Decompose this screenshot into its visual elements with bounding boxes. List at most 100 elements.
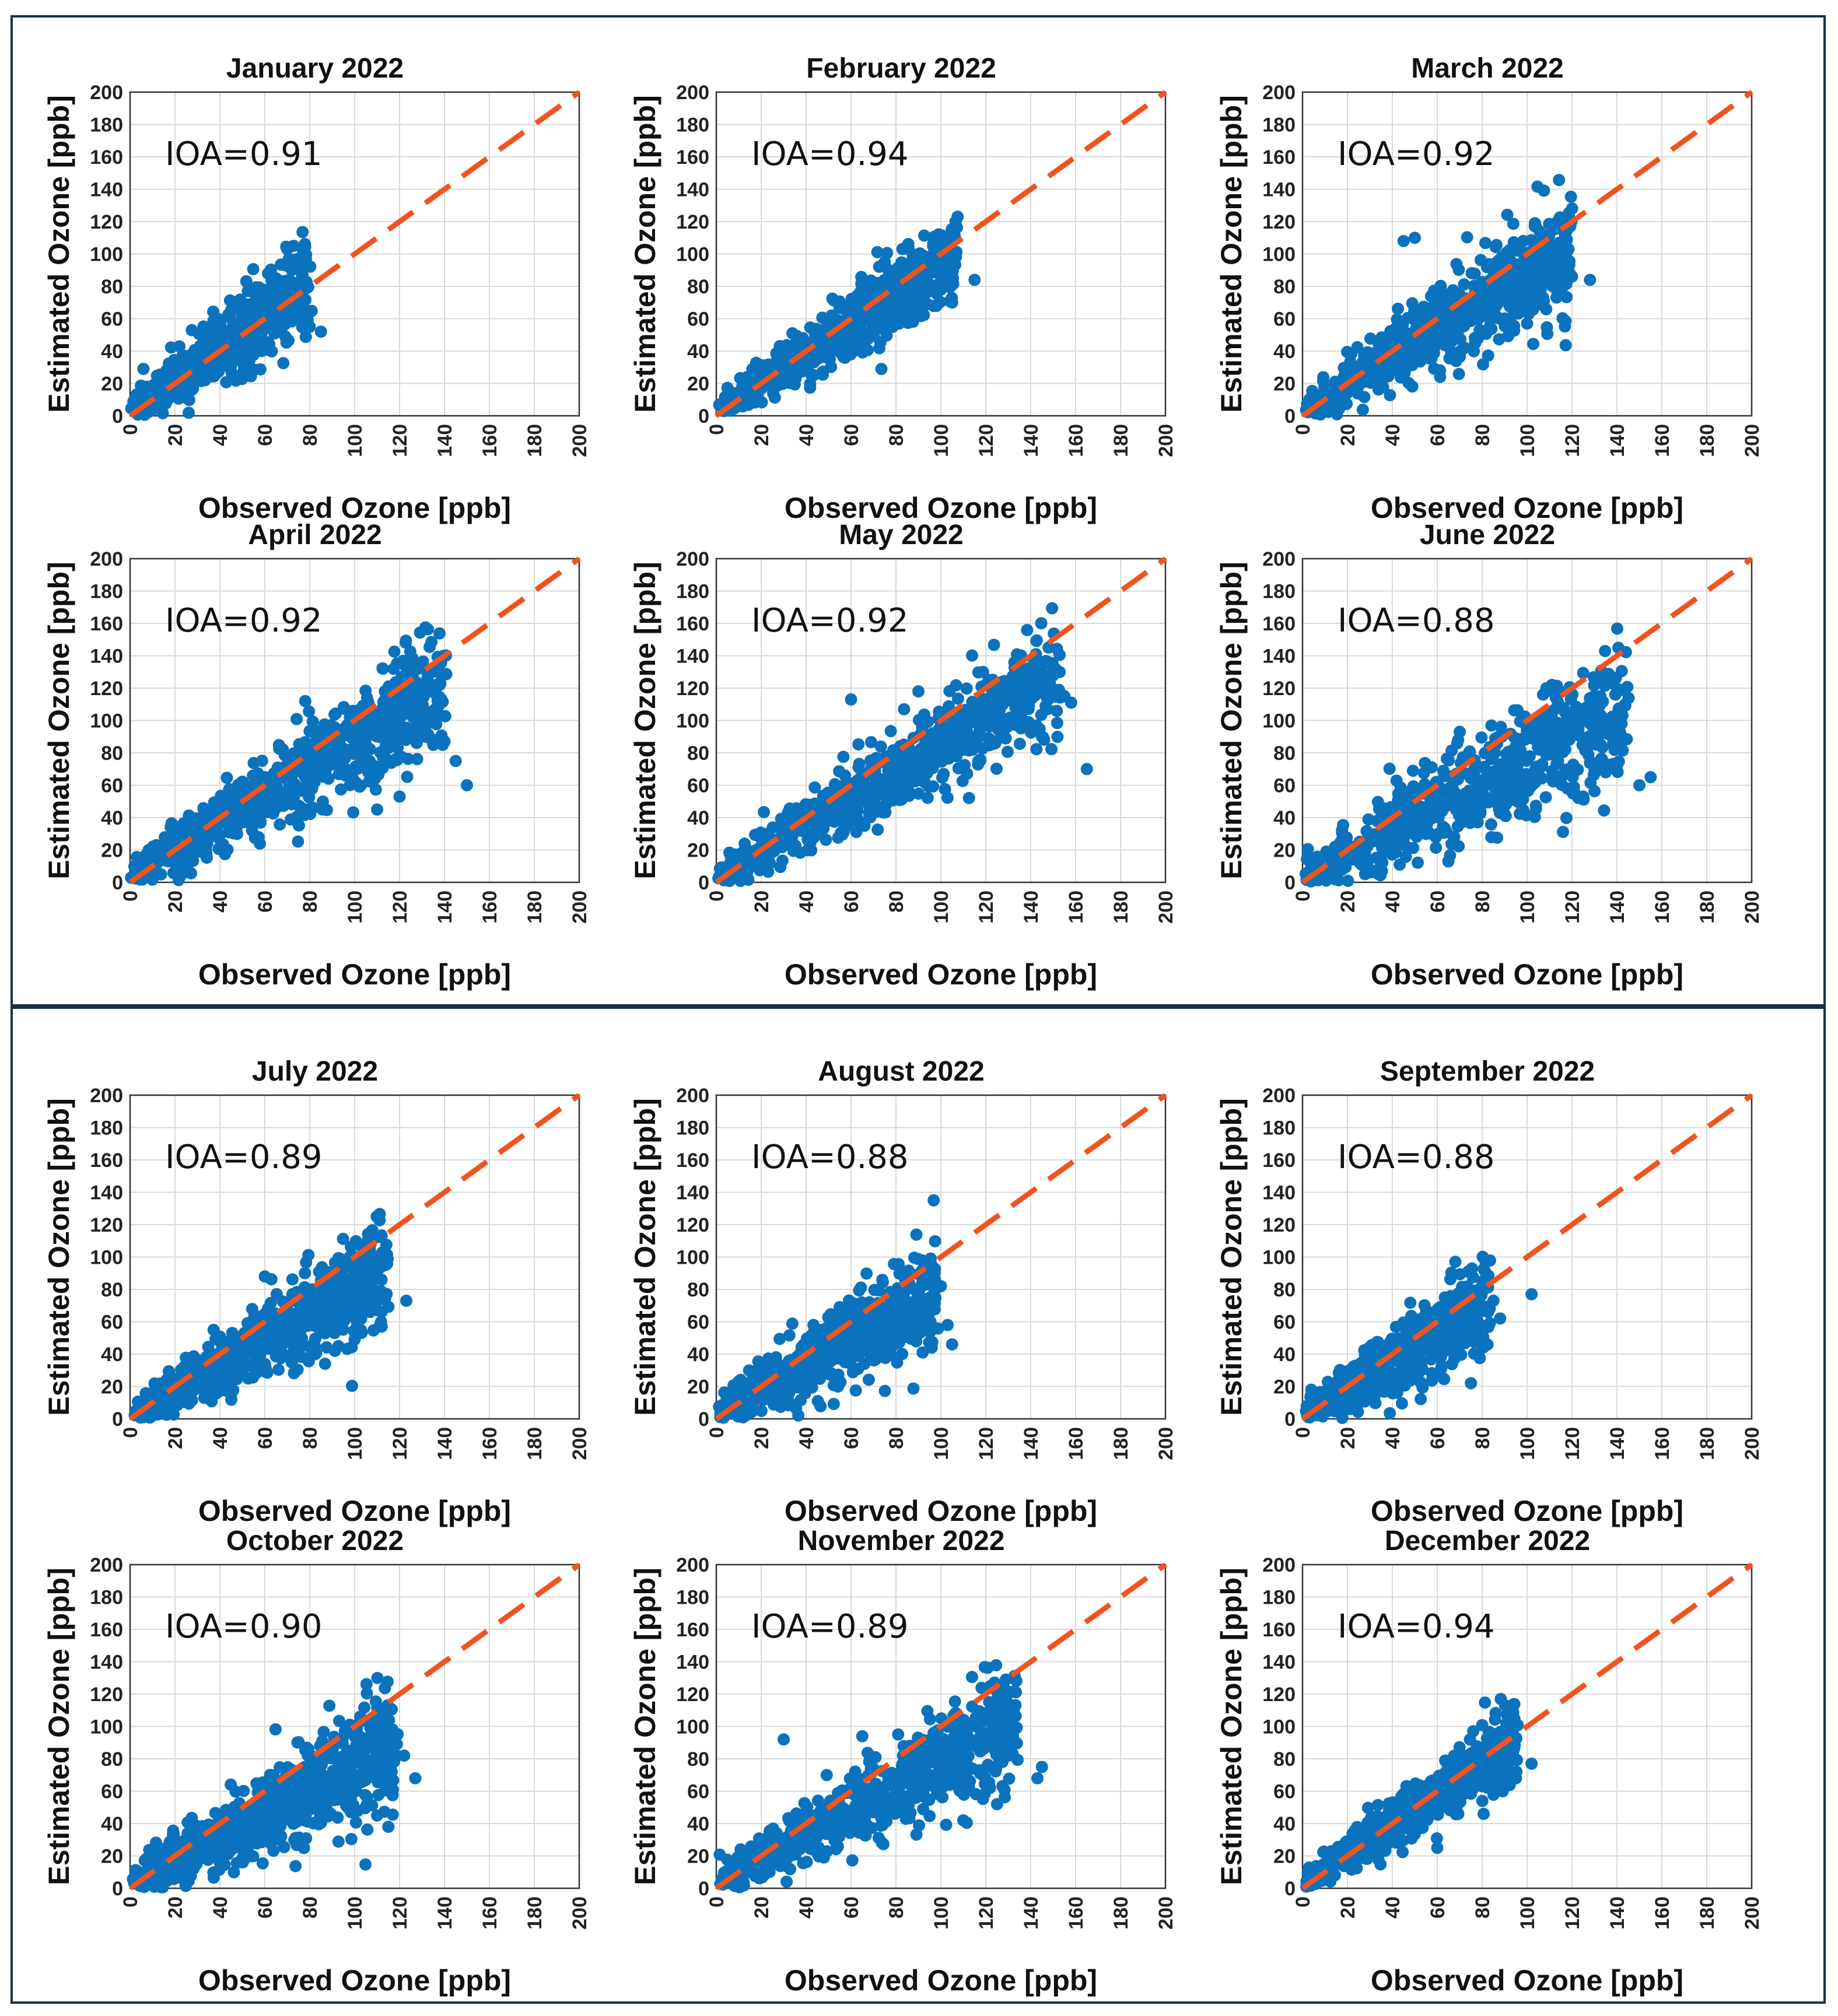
data-point <box>1489 240 1502 253</box>
data-point <box>918 229 930 242</box>
data-point <box>281 243 293 255</box>
x-tick-label: 60 <box>1427 890 1449 913</box>
data-point <box>1535 298 1548 311</box>
plot-area-border <box>1301 91 1753 417</box>
data-point <box>226 1335 239 1348</box>
y-tick-label: 120 <box>676 678 709 700</box>
y-tick-label: 100 <box>1262 244 1296 266</box>
data-point <box>137 363 150 376</box>
x-tick-label: 180 <box>524 424 546 457</box>
x-tick-label: 0 <box>1292 424 1314 435</box>
x-tick-label: 80 <box>299 424 321 446</box>
one-to-one-reference-line <box>128 90 581 418</box>
data-point <box>1529 220 1542 233</box>
data-point <box>1488 765 1501 777</box>
data-point <box>307 1337 320 1350</box>
data-point <box>1417 767 1430 780</box>
data-point <box>167 1408 180 1421</box>
data-point <box>1508 760 1521 773</box>
y-tick-label: 120 <box>1262 211 1296 233</box>
data-point <box>1485 818 1497 831</box>
data-point <box>1384 325 1397 338</box>
y-tick-label: 0 <box>112 405 123 427</box>
data-point <box>1457 751 1469 764</box>
data-point <box>1531 180 1544 193</box>
data-point <box>1527 338 1540 350</box>
data-point <box>241 1360 254 1373</box>
data-point <box>1438 800 1451 813</box>
data-point <box>1562 243 1575 255</box>
data-point <box>411 753 423 766</box>
data-point <box>293 800 306 813</box>
data-point <box>1416 335 1429 348</box>
plot-area-border <box>715 558 1167 883</box>
data-point <box>299 240 311 253</box>
x-axis-label: Observed Ozone [ppb] <box>198 1495 511 1527</box>
data-point <box>1401 826 1413 839</box>
data-point <box>1051 731 1064 744</box>
data-point <box>201 341 214 354</box>
data-point <box>254 363 267 376</box>
data-point <box>1391 313 1403 326</box>
data-point <box>230 822 243 835</box>
x-tick-label: 60 <box>841 424 863 446</box>
data-point <box>1041 691 1053 704</box>
data-point <box>804 368 817 381</box>
data-point <box>276 1338 289 1351</box>
y-axis-label: Estimated Ozone [ppb] <box>629 95 661 412</box>
y-tick-label: 100 <box>676 710 709 732</box>
data-point <box>1341 346 1354 359</box>
x-tick-label: 160 <box>1065 890 1087 924</box>
data-point <box>941 791 954 804</box>
data-point <box>1543 261 1556 274</box>
data-point <box>1336 826 1349 839</box>
data-point <box>901 316 914 329</box>
data-point <box>1577 790 1590 803</box>
data-point <box>197 320 210 333</box>
data-point <box>852 817 865 830</box>
data-point <box>264 282 276 295</box>
data-point <box>926 762 939 774</box>
data-point <box>241 285 254 297</box>
data-point <box>1342 874 1354 887</box>
data-point <box>1038 658 1051 671</box>
data-point <box>1611 622 1624 635</box>
data-point <box>895 298 908 311</box>
data-point <box>431 690 444 703</box>
data-point <box>270 1288 283 1300</box>
data-point <box>304 808 317 821</box>
ioa-annotation: IOA=0.88 <box>1338 602 1495 640</box>
data-point <box>1394 781 1407 794</box>
x-tick-label: 20 <box>164 890 187 913</box>
x-tick-label: 20 <box>164 1427 187 1449</box>
data-point <box>401 752 414 765</box>
data-point <box>1443 754 1455 767</box>
scatter-panel: March 2022 0 0 20 20 40 40 60 60 80 80 100 100 120 120… <box>1196 52 1779 524</box>
data-point <box>376 662 389 675</box>
data-point <box>184 854 197 867</box>
data-point <box>845 693 857 706</box>
data-point <box>1407 842 1420 854</box>
x-tick-label: 80 <box>299 890 321 913</box>
data-point <box>962 744 975 757</box>
data-point <box>1394 858 1406 871</box>
data-point <box>234 293 247 306</box>
data-point <box>438 735 451 748</box>
data-point <box>449 755 462 767</box>
data-point <box>874 740 887 753</box>
data-point <box>338 752 351 765</box>
y-tick-label: 20 <box>101 373 123 395</box>
data-point <box>1550 758 1563 770</box>
data-point <box>1001 745 1014 758</box>
y-tick-label: 80 <box>101 742 123 765</box>
data-point <box>1406 765 1419 777</box>
y-tick-label: 180 <box>676 114 709 136</box>
data-point <box>990 762 1003 775</box>
ioa-annotation: IOA=0.92 <box>165 602 323 640</box>
data-point <box>1560 812 1573 825</box>
y-tick-label: 40 <box>1273 807 1296 829</box>
data-point <box>1612 719 1625 732</box>
data-point <box>1442 855 1455 868</box>
y-tick-label: 0 <box>698 872 709 894</box>
data-point <box>1406 380 1419 393</box>
